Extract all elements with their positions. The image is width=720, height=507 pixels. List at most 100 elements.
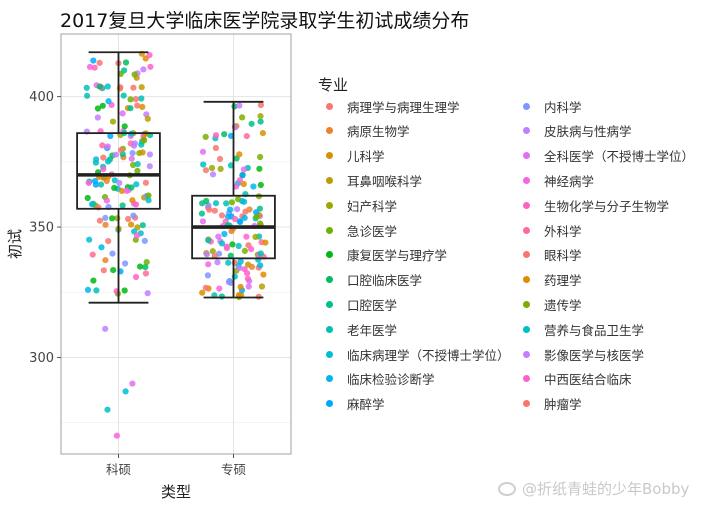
jitter-point [111, 177, 118, 184]
outlier-point [102, 325, 109, 332]
jitter-point [134, 102, 141, 109]
jitter-point [141, 137, 148, 144]
legend-swatch [523, 300, 530, 308]
jitter-point [105, 238, 112, 245]
jitter-point [236, 264, 243, 272]
jitter-point [244, 275, 251, 282]
jitter-point [90, 57, 97, 64]
legend-label: 临床检验诊断学 [347, 372, 435, 388]
legend-item: 麻醉学 [326, 396, 385, 412]
jitter-point [137, 263, 144, 270]
jitter-point [248, 120, 255, 127]
jitter-point [102, 221, 109, 228]
legend-label: 外科学 [544, 223, 582, 239]
jitter-point [248, 246, 255, 253]
legend-swatch [523, 375, 530, 383]
legend-label: 儿科学 [347, 149, 385, 165]
jitter-point [199, 200, 206, 207]
legend-label: 皮肤病与性病学 [544, 124, 632, 140]
jitter-point [199, 148, 207, 155]
jitter-point [216, 155, 224, 163]
jitter-point [221, 230, 228, 238]
jitter-point [130, 161, 137, 169]
legend-item: 神经病学 [523, 172, 595, 189]
jitter-point [142, 270, 149, 277]
jitter-point [144, 115, 151, 122]
jitter-point [85, 179, 92, 186]
jitter-point [96, 83, 103, 90]
legend-swatch [326, 350, 333, 358]
jitter-point [132, 273, 140, 281]
legend-label: 内科学 [544, 99, 582, 115]
jitter-point [93, 156, 100, 163]
jitter-point [227, 279, 234, 286]
legend-swatch [523, 201, 530, 209]
jitter-point [99, 102, 106, 109]
jitter-point [142, 179, 149, 186]
legend-swatch [523, 102, 530, 110]
legend-item: 生物化学与分子生物学 [523, 197, 670, 214]
jitter-point [122, 59, 130, 66]
jitter-point [257, 113, 264, 120]
jitter-point [239, 172, 246, 179]
jitter-point [122, 260, 129, 267]
jitter-point [105, 98, 112, 105]
jitter-point [116, 179, 123, 186]
y-tick-label: 350 [29, 221, 54, 236]
jitter-point [84, 286, 92, 293]
jitter-point [129, 150, 136, 157]
jitter-point [141, 237, 148, 244]
jitter-point [138, 95, 145, 102]
jitter-point [109, 215, 116, 222]
legend-label: 神经病学 [544, 173, 595, 189]
jitter-point [147, 63, 154, 70]
legend-item: 全科医学（不授博士学位） [523, 148, 694, 164]
legend-label: 生物化学与分子生物学 [544, 198, 670, 214]
legend-swatch [326, 127, 333, 135]
jitter-point [228, 228, 235, 235]
jitter-point [198, 210, 205, 217]
jitter-point [203, 251, 210, 258]
legend-item: 外科学 [523, 222, 582, 239]
jitter-point [257, 250, 264, 257]
jitter-point [228, 199, 235, 206]
legend-label: 急诊医学 [347, 223, 398, 239]
jitter-point [243, 233, 250, 240]
jitter-point [257, 220, 264, 227]
legend-item: 临床病理学（不授博士学位） [326, 346, 510, 363]
jitter-point [241, 247, 248, 254]
jitter-point [248, 263, 255, 270]
jitter-point [253, 209, 260, 216]
jitter-point [227, 162, 235, 169]
plot-panel-border [60, 33, 292, 455]
jitter-point [214, 259, 221, 266]
jitter-point [237, 258, 244, 265]
jitter-point [204, 272, 211, 279]
jitter-point [252, 233, 259, 240]
x-tick-label: 科硕 [106, 462, 131, 477]
legend-item: 眼科学 [523, 247, 582, 263]
jitter-point [130, 212, 137, 219]
jitter-point [103, 197, 110, 204]
jitter-point [257, 181, 264, 189]
legend-item: 中西医结合临床 [523, 371, 632, 387]
jitter-point [218, 293, 225, 300]
y-tick-label: 300 [29, 351, 54, 366]
jitter-point [86, 236, 93, 243]
box-layer [76, 51, 276, 304]
jitter-point [130, 84, 137, 91]
jitter-point [136, 150, 143, 157]
jitter-point [117, 147, 124, 154]
legend-swatch [326, 226, 333, 234]
x-axis-title: 类型 [161, 483, 191, 501]
jitter-point [223, 200, 230, 207]
jitter-point [212, 132, 220, 139]
jitter-point [111, 184, 118, 191]
legend-label: 影像医学与核医学 [544, 347, 645, 363]
jitter-point [205, 261, 212, 268]
legend-swatch [523, 276, 530, 284]
legend-item: 病原生物学 [326, 123, 410, 139]
jitter-point [83, 84, 90, 91]
